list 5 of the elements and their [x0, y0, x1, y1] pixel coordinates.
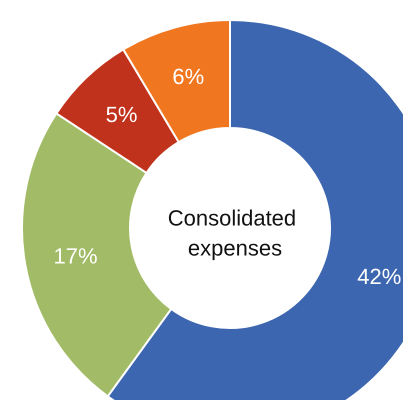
- data-label: 5%: [106, 102, 138, 128]
- data-label: 17%: [54, 244, 98, 269]
- data-label: 6%: [172, 64, 204, 90]
- data-label: 42%: [357, 264, 402, 290]
- text: Consolidated expenses: [168, 206, 302, 260]
